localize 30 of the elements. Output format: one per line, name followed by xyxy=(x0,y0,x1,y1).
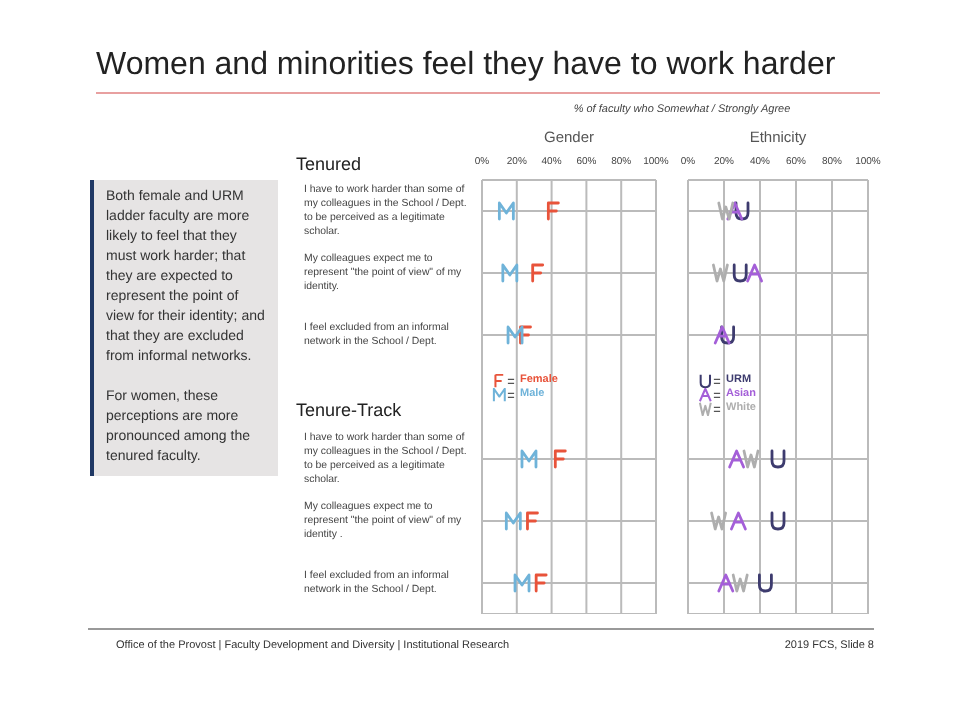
point xyxy=(726,201,744,221)
point xyxy=(501,263,519,283)
point xyxy=(534,573,548,593)
point xyxy=(758,573,773,593)
text: Women and minorities feel they have to work harder xyxy=(96,48,836,84)
point xyxy=(506,325,524,345)
point xyxy=(713,325,731,345)
point xyxy=(531,263,545,283)
point xyxy=(770,511,786,531)
point xyxy=(553,449,567,469)
point xyxy=(728,449,745,469)
text: Tenure-Track xyxy=(296,400,402,420)
point xyxy=(717,201,735,221)
point xyxy=(710,511,727,531)
point xyxy=(504,511,522,531)
point xyxy=(742,449,760,469)
point xyxy=(712,263,729,283)
point xyxy=(513,573,531,593)
point xyxy=(732,263,748,283)
point xyxy=(720,325,735,345)
point xyxy=(734,201,750,221)
point xyxy=(746,263,763,283)
point xyxy=(730,511,747,531)
point xyxy=(520,449,538,469)
point xyxy=(717,573,735,593)
point xyxy=(770,449,786,469)
point xyxy=(731,573,749,593)
point xyxy=(497,201,515,221)
point xyxy=(546,201,560,221)
text: Tenured xyxy=(296,154,362,174)
